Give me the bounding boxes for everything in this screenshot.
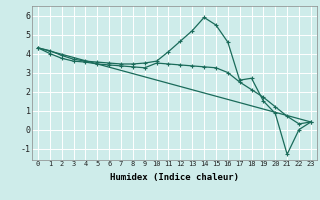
X-axis label: Humidex (Indice chaleur): Humidex (Indice chaleur) [110, 173, 239, 182]
